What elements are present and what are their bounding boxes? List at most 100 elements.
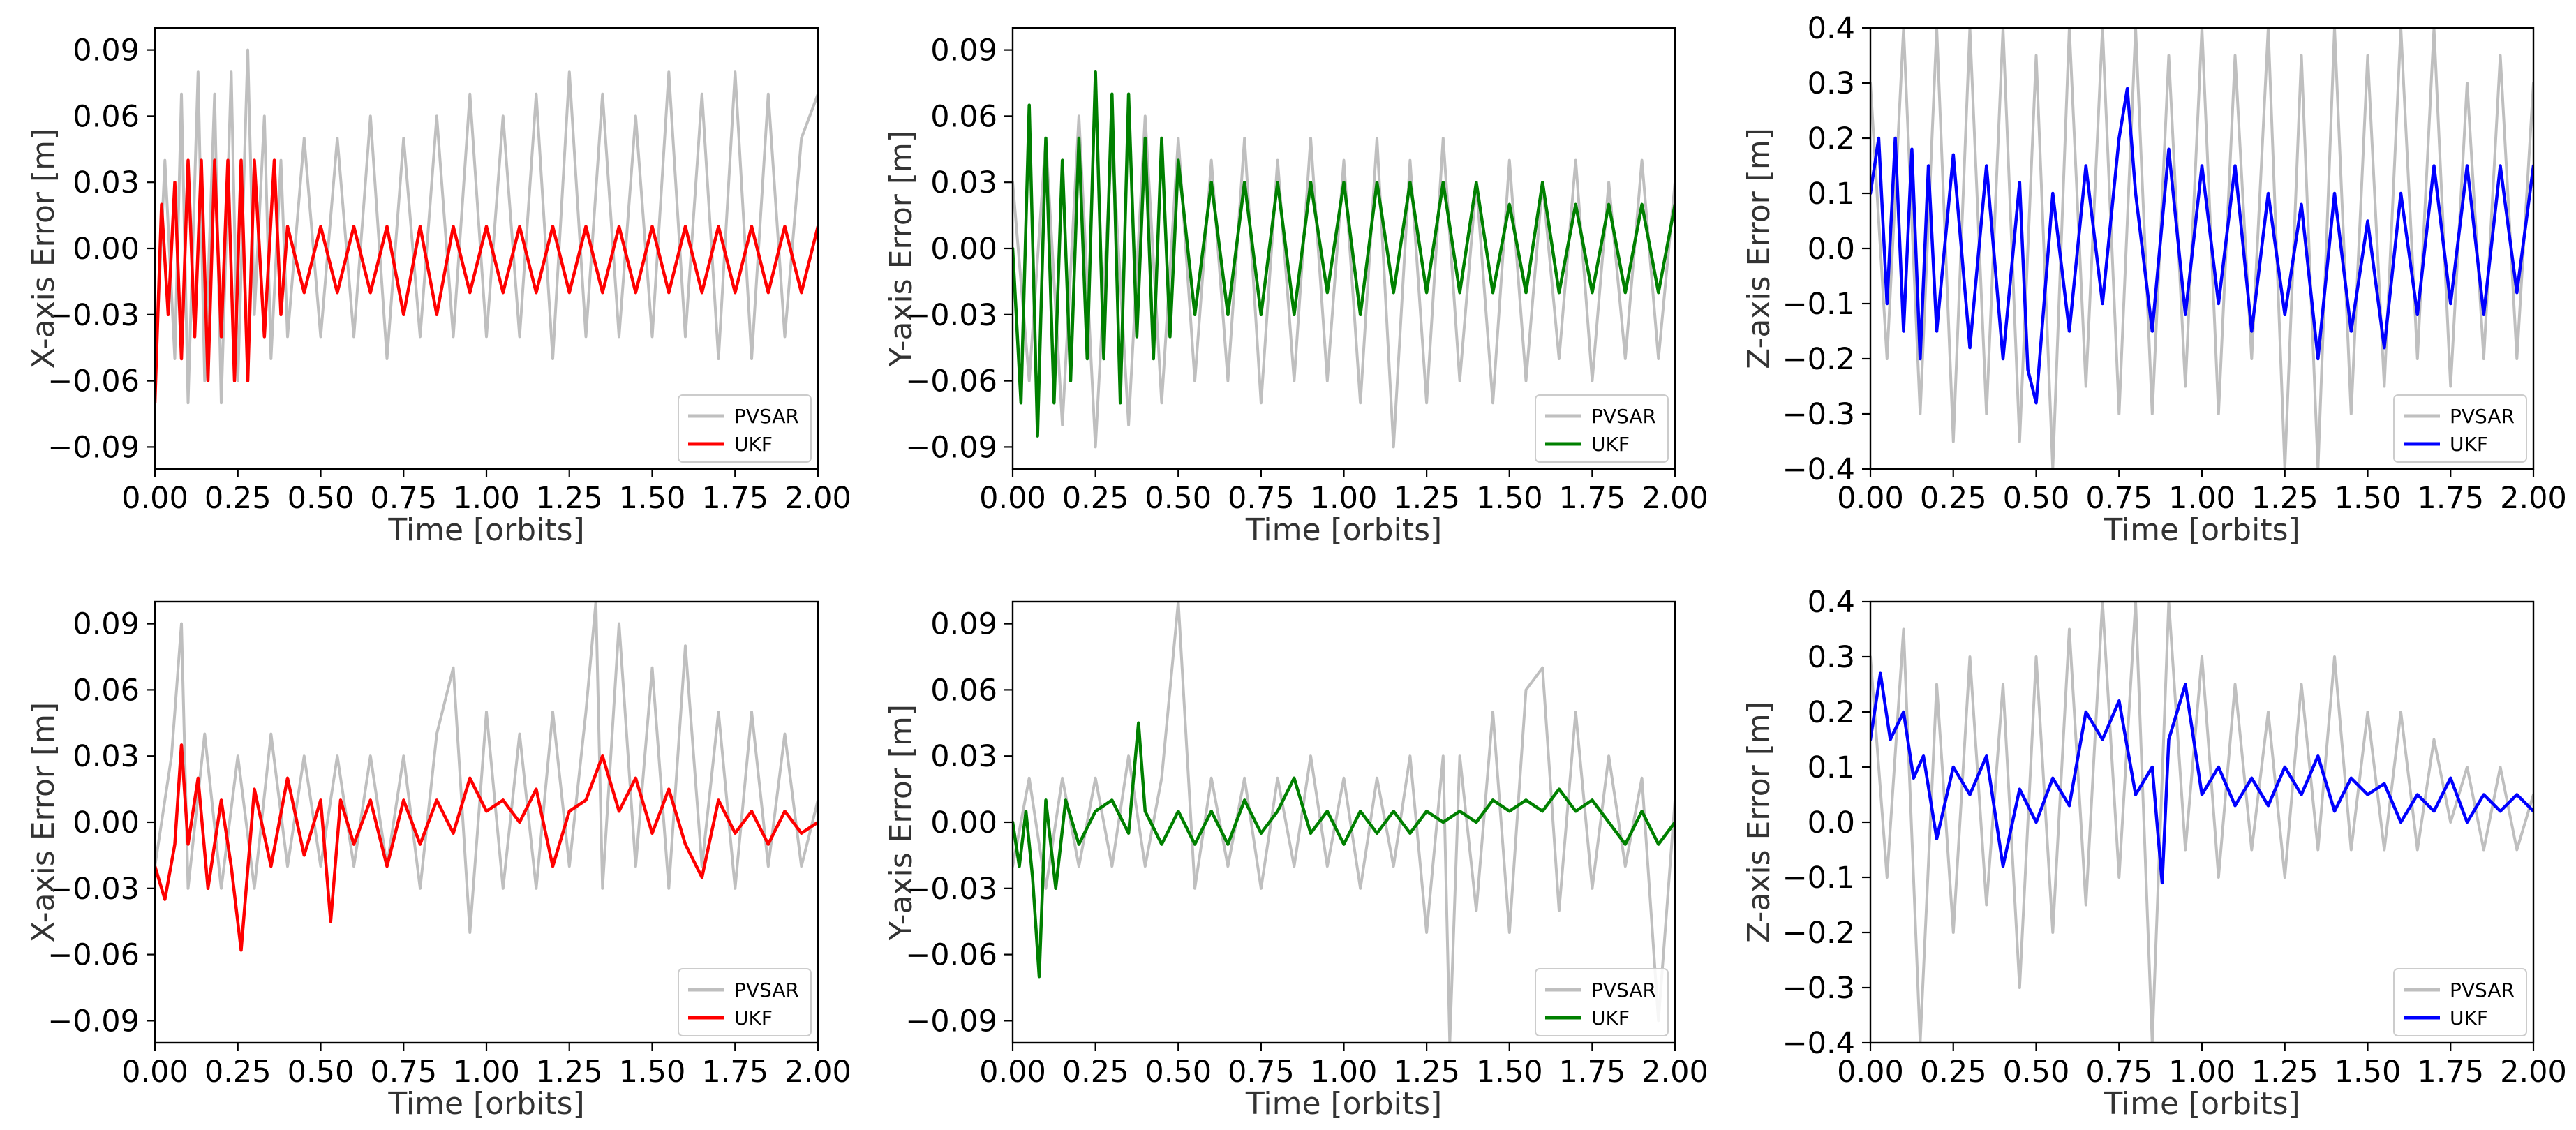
x-tick-label: 0.50 (288, 481, 355, 516)
x-axis-label: Time [orbits] (1245, 1086, 1442, 1122)
x-tick-label: 2.00 (784, 1055, 851, 1090)
x-tick-label: 0.50 (1145, 1055, 1212, 1090)
y-tick-label: −0.03 (47, 872, 140, 907)
x-tick-label: 0.00 (979, 1055, 1046, 1090)
y-tick-label: −0.4 (1782, 1026, 1855, 1061)
series-line-ukf (155, 158, 818, 405)
x-tick-label: 0.25 (1062, 481, 1129, 516)
x-tick-label: 1.00 (2168, 481, 2235, 516)
legend: PVSAR UKF (2393, 968, 2527, 1036)
x-tick-label: 2.00 (2500, 481, 2567, 516)
x-tick-label: 0.50 (1145, 481, 1212, 516)
legend-label-ukf: UKF (734, 1006, 773, 1029)
x-tick-label: 0.50 (2003, 1055, 2070, 1090)
y-tick-label: 0.09 (930, 607, 997, 642)
y-tick-label: 0.3 (1808, 66, 1855, 101)
series-line-pvsar (1870, 28, 2533, 469)
x-axis-label: Time [orbits] (387, 512, 584, 548)
y-axis-label: X-axis Error [m] (26, 128, 61, 369)
x-axis-label: Time [orbits] (1245, 512, 1442, 548)
x-tick-label: 1.25 (2251, 481, 2318, 516)
legend-label-pvsar: PVSAR (1591, 405, 1656, 428)
x-tick-label: 0.25 (204, 481, 271, 516)
y-tick-label: 0.09 (73, 607, 140, 642)
series-line-pvsar (155, 48, 818, 405)
legend: PVSAR UKF (678, 394, 812, 463)
x-tick-label: 1.00 (453, 481, 520, 516)
y-tick-label: −0.2 (1782, 342, 1855, 377)
y-axis-label: Y-axis Error [m] (884, 131, 919, 367)
x-tick-label: 1.50 (619, 1055, 686, 1090)
chart-panel-3: 0.00 0.25 0.50 0.75 1.00 1.25 1.50 1.75 2.00 0.4 0… (1741, 11, 2567, 548)
y-tick-label: 0.0 (1808, 805, 1855, 840)
y-tick-label: 0.0 (1808, 232, 1855, 267)
y-tick-label: −0.3 (1782, 397, 1855, 432)
x-tick-label: 0.50 (2003, 481, 2070, 516)
x-axis-label: Time [orbits] (387, 1086, 584, 1122)
x-tick-label: 1.00 (453, 1055, 520, 1090)
chart-panel-6: 0.00 0.25 0.50 0.75 1.00 1.25 1.50 1.75 2.00 0.4 0… (1741, 585, 2567, 1122)
x-tick-label: 1.75 (2417, 1055, 2484, 1090)
y-tick-label: −0.06 (905, 364, 997, 399)
x-tick-label: 0.75 (370, 481, 437, 516)
y-tick-label: 0.03 (73, 739, 140, 774)
y-tick-label: −0.4 (1782, 452, 1855, 487)
y-tick-label: 0.00 (73, 805, 140, 840)
x-tick-label: 1.25 (536, 481, 603, 516)
x-tick-label: 2.00 (2500, 1055, 2567, 1090)
legend: PVSAR UKF (2393, 394, 2527, 463)
y-tick-label: −0.03 (905, 872, 997, 907)
y-tick-label: 0.00 (73, 232, 140, 267)
x-tick-label: 0.00 (979, 481, 1046, 516)
x-axis-label: Time [orbits] (2103, 1086, 2300, 1122)
y-tick-label: −0.03 (905, 298, 997, 333)
legend-label-pvsar: PVSAR (734, 979, 799, 1002)
x-tick-label: 0.75 (2085, 481, 2152, 516)
y-tick-label: 0.3 (1808, 640, 1855, 675)
x-tick-label: 0.00 (121, 481, 188, 516)
series-line-pvsar (1870, 602, 2533, 1043)
x-tick-label: 1.50 (2335, 1055, 2402, 1090)
x-tick-label: 1.25 (2251, 1055, 2318, 1090)
chart-panel-2: 0.00 0.25 0.50 0.75 1.00 1.25 1.50 1.75 2.00 0.09… (884, 27, 1708, 548)
y-tick-label: 0.03 (73, 165, 140, 200)
x-tick-label: 1.50 (1476, 481, 1543, 516)
y-tick-label: 0.06 (73, 99, 140, 134)
x-tick-label: 0.75 (1228, 481, 1295, 516)
x-tick-label: 0.25 (1920, 1055, 1987, 1090)
x-tick-label: 2.00 (1641, 481, 1708, 516)
x-tick-label: 1.75 (2417, 481, 2484, 516)
chart-panel-5: 0.00 0.25 0.50 0.75 1.00 1.25 1.50 1.75 2.00 0.09… (884, 600, 1708, 1122)
y-tick-label: −0.09 (905, 430, 997, 465)
y-tick-label: 0.06 (930, 99, 997, 134)
x-axis-label: Time [orbits] (2103, 512, 2300, 548)
y-tick-label: 0.03 (930, 165, 997, 200)
x-tick-label: 1.25 (536, 1055, 603, 1090)
x-tick-label: 0.00 (121, 1055, 188, 1090)
legend-label-ukf: UKF (2450, 433, 2488, 456)
x-tick-label: 1.50 (619, 481, 686, 516)
series-line-pvsar (1013, 602, 1675, 1043)
y-tick-label: −0.06 (47, 364, 140, 399)
x-tick-label: 1.50 (2335, 481, 2402, 516)
x-tick-label: 1.75 (701, 481, 768, 516)
y-tick-label: 0.03 (930, 739, 997, 774)
y-tick-label: 0.4 (1808, 585, 1855, 620)
y-tick-label: −0.09 (47, 430, 140, 465)
series-line-pvsar (155, 602, 818, 934)
x-tick-label: 1.25 (1393, 1055, 1460, 1090)
y-tick-label: 0.1 (1808, 177, 1855, 211)
y-tick-label: −0.09 (47, 1004, 140, 1039)
x-tick-label: 1.25 (1393, 481, 1460, 516)
y-tick-label: −0.03 (47, 298, 140, 333)
x-tick-label: 0.75 (1228, 1055, 1295, 1090)
legend-label-pvsar: PVSAR (2450, 979, 2515, 1002)
y-axis-label: Z-axis Error [m] (1741, 701, 1777, 943)
y-tick-label: −0.06 (47, 938, 140, 973)
legend-label-ukf: UKF (2450, 1006, 2488, 1029)
series-line-ukf (1870, 671, 2533, 885)
x-tick-label: 1.75 (1559, 481, 1626, 516)
x-tick-label: 0.25 (1062, 1055, 1129, 1090)
legend: PVSAR UKF (1535, 968, 1669, 1036)
